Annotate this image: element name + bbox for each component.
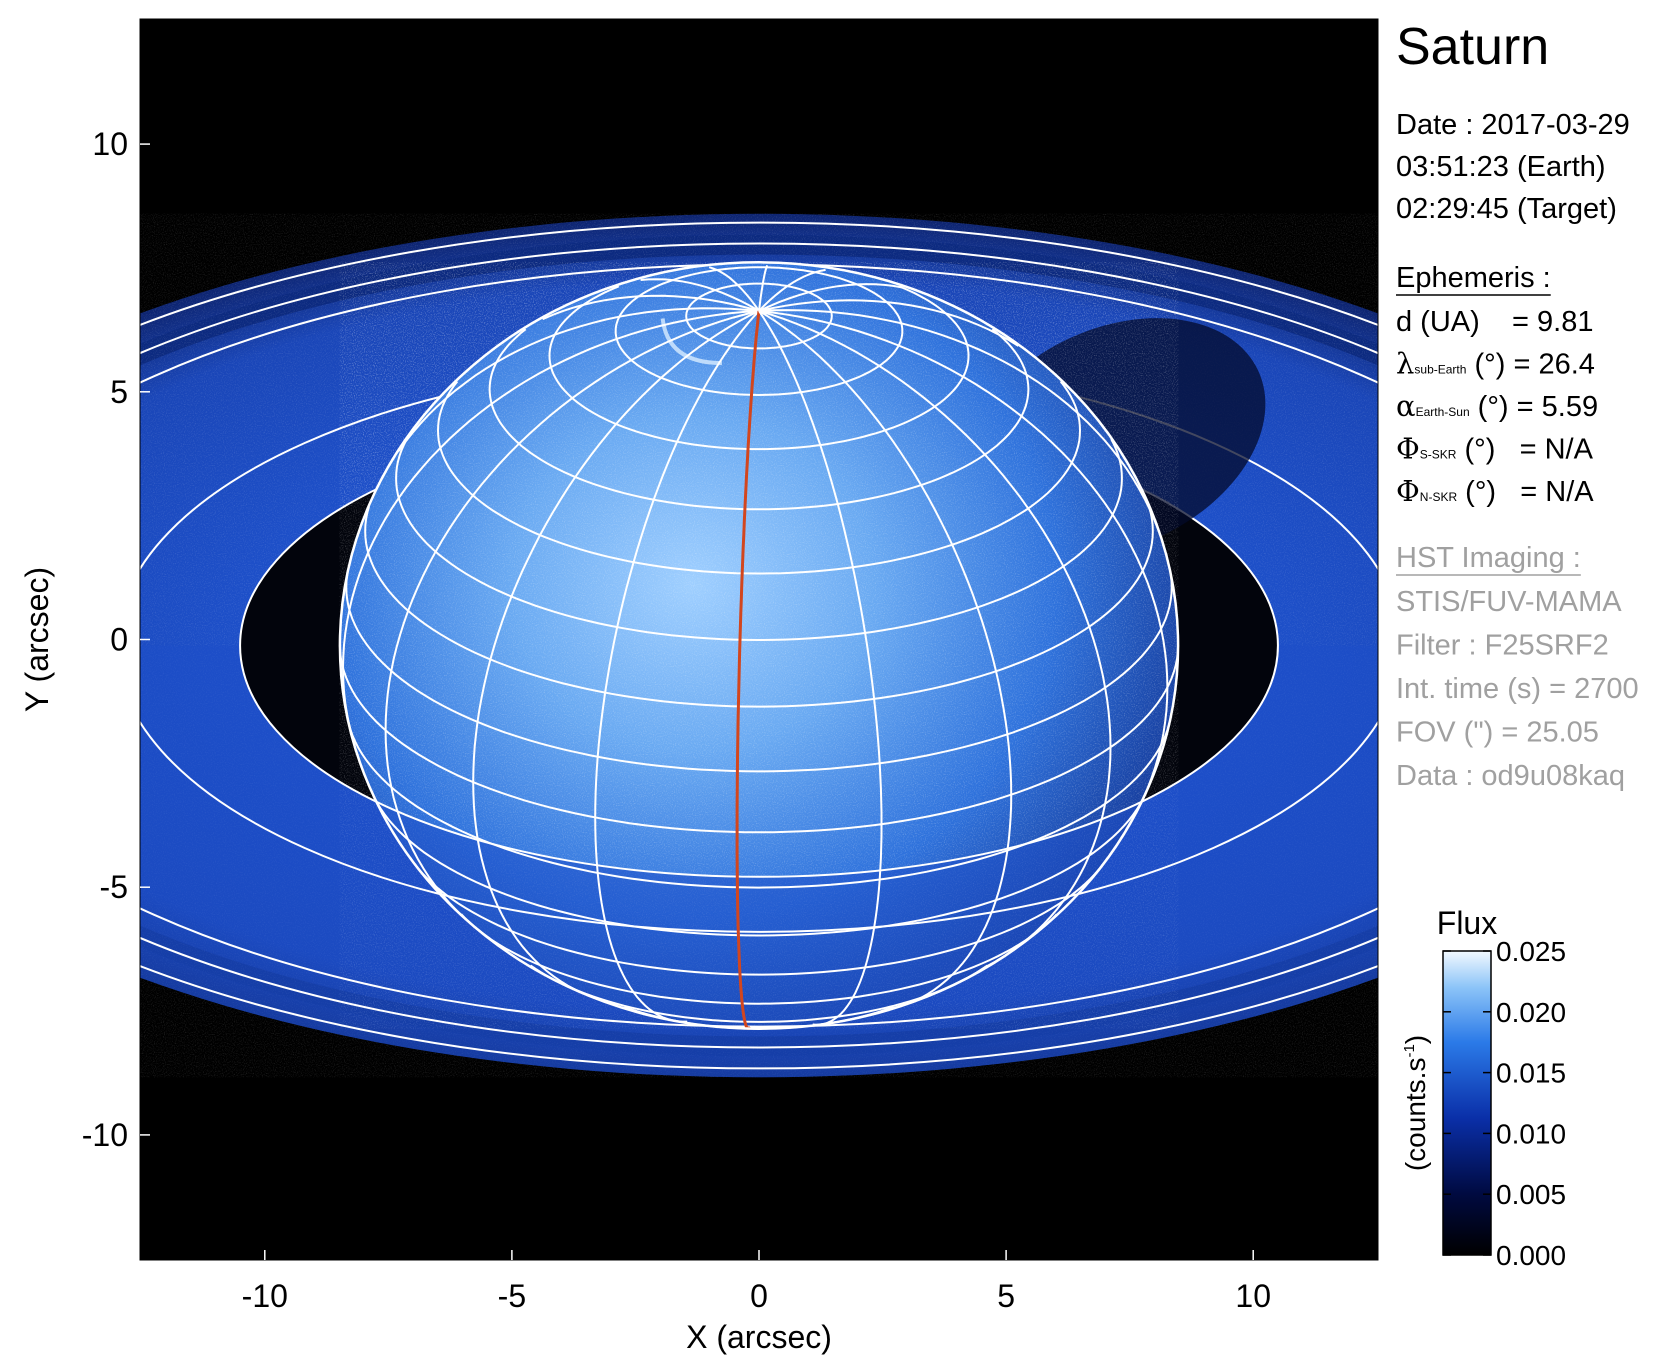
rings-front xyxy=(140,645,1378,1077)
date-line: Date : 2017-03-29 xyxy=(1396,109,1630,141)
ring-line xyxy=(140,221,1378,327)
colorbar-label: Flux xyxy=(1437,905,1497,941)
aurora xyxy=(660,318,722,366)
colorbar xyxy=(1442,950,1492,1256)
ephemeris-row: ΦS-SKR (°) = N/A xyxy=(1396,432,1594,466)
ring-line xyxy=(140,907,1378,1028)
meridian-line xyxy=(640,278,760,312)
units-end: ) xyxy=(1400,1035,1431,1044)
meridian-line xyxy=(708,266,760,312)
x-tick-label: 5 xyxy=(997,1278,1015,1314)
planet-noise xyxy=(339,262,1179,1029)
ring-line xyxy=(140,242,1378,355)
y-tick-label: 0 xyxy=(110,622,128,658)
ephemeris-row: d (UA) = 9.81 xyxy=(1396,306,1593,338)
section-header: Ephemeris : xyxy=(1396,262,1551,294)
date-line: 03:51:23 (Earth) xyxy=(1396,151,1606,183)
ephemeris-row: λsub-Earth (°) = 26.4 xyxy=(1396,347,1595,381)
meridian-line xyxy=(341,309,760,749)
latitude-line xyxy=(488,328,1030,511)
meridian-line xyxy=(758,310,1013,1011)
latitude-line xyxy=(370,790,1148,937)
colorbar-tick-label: 0.025 xyxy=(1496,936,1566,967)
ephemeris-row: αEarth-Sun (°) = 5.59 xyxy=(1396,389,1598,423)
meridian-line xyxy=(758,283,903,312)
imaging-line: Int. time (s) = 2700 xyxy=(1396,673,1639,705)
meridian-line xyxy=(758,268,826,312)
meridian-line xyxy=(758,299,1019,347)
ephemeris-row: ΦN-SKR (°) = N/A xyxy=(1396,474,1594,508)
latitude-line xyxy=(364,506,1154,708)
latitude-line xyxy=(338,645,1180,834)
meridian-line xyxy=(758,309,1160,532)
meridian-line xyxy=(384,309,760,940)
section-header: HST Imaging : xyxy=(1396,542,1581,574)
latitude-line xyxy=(614,266,904,397)
colorbar-units: (counts.s-1) xyxy=(1400,1035,1431,1171)
y-tick-label: 10 xyxy=(92,126,128,162)
meridian-line xyxy=(758,309,1112,969)
subscript: N-SKR xyxy=(1420,490,1458,504)
latitude-line xyxy=(347,722,1171,889)
y-tick-label: -5 xyxy=(100,869,128,905)
row-text: d (UA) = 9.81 xyxy=(1396,306,1593,338)
meridian-line xyxy=(542,294,760,321)
units-sup: -1 xyxy=(1401,1044,1418,1057)
x-tick-label: 0 xyxy=(750,1278,768,1314)
meridian-line xyxy=(735,310,761,1030)
x-tick-label: -5 xyxy=(498,1278,526,1314)
x-tick-label: -10 xyxy=(242,1278,288,1314)
colorbar-tick-label: 0.005 xyxy=(1496,1179,1566,1210)
meridian-line xyxy=(758,309,1169,831)
ring-line xyxy=(140,936,1378,1049)
symbol: Φ xyxy=(1396,474,1420,508)
latitude-line xyxy=(548,285,970,451)
x-tick-label: 10 xyxy=(1235,1278,1271,1314)
imaging-line: Data : od9u08kaq xyxy=(1396,760,1625,792)
x-axis-label: X (arcsec) xyxy=(686,1319,832,1355)
plot-image xyxy=(140,19,1378,1260)
y-tick-label: -10 xyxy=(82,1117,128,1153)
colorbar-tick-label: 0.015 xyxy=(1496,1058,1566,1089)
meridian-line xyxy=(472,310,760,1003)
imaging-line: FOV (") = 25.05 xyxy=(1396,717,1599,749)
colorbar-tick-label: 0.010 xyxy=(1496,1118,1566,1149)
colorbar-tick-label: 0.000 xyxy=(1496,1240,1566,1271)
subscript: Earth-Sun xyxy=(1416,405,1470,419)
row-text: (°) = N/A xyxy=(1457,476,1594,508)
latitude-line xyxy=(436,380,1082,575)
ring-line xyxy=(140,964,1378,1070)
units-text: (counts.s xyxy=(1400,1058,1431,1172)
row-text: (°) = 26.4 xyxy=(1466,349,1594,381)
imaging-line: Filter : F25SRF2 xyxy=(1396,630,1609,662)
subscript: sub-Earth xyxy=(1414,363,1466,377)
latitude-line xyxy=(685,282,833,350)
symbol: α xyxy=(1396,389,1416,423)
imaging-line: STIS/FUV-MAMA xyxy=(1396,586,1622,618)
symbol: Φ xyxy=(1396,432,1420,466)
row-text: (°) = N/A xyxy=(1456,434,1593,466)
symbol: λ xyxy=(1396,347,1414,381)
date-line: 02:29:45 (Target) xyxy=(1396,193,1617,225)
meridian-line xyxy=(397,307,760,452)
title: Saturn xyxy=(1396,18,1549,76)
colorbar-tick-label: 0.020 xyxy=(1496,997,1566,1028)
ring-line xyxy=(239,645,1279,878)
meridian-line xyxy=(594,310,760,1023)
meridian-line xyxy=(758,310,883,1026)
ring-line xyxy=(140,720,1378,933)
latitude-line xyxy=(345,574,1173,773)
ring-front-band xyxy=(140,645,1378,1077)
y-tick-label: 5 xyxy=(110,374,128,410)
latitude-line xyxy=(395,438,1123,642)
row-text: (°) = 5.59 xyxy=(1470,391,1598,423)
latitude-line xyxy=(409,856,1109,976)
y-axis-label: Y (arcsec) xyxy=(19,567,55,712)
latitude-line xyxy=(460,913,1058,1005)
subscript: S-SKR xyxy=(1420,448,1457,462)
planet-limb xyxy=(338,261,1180,1030)
meridian-line xyxy=(758,265,769,312)
